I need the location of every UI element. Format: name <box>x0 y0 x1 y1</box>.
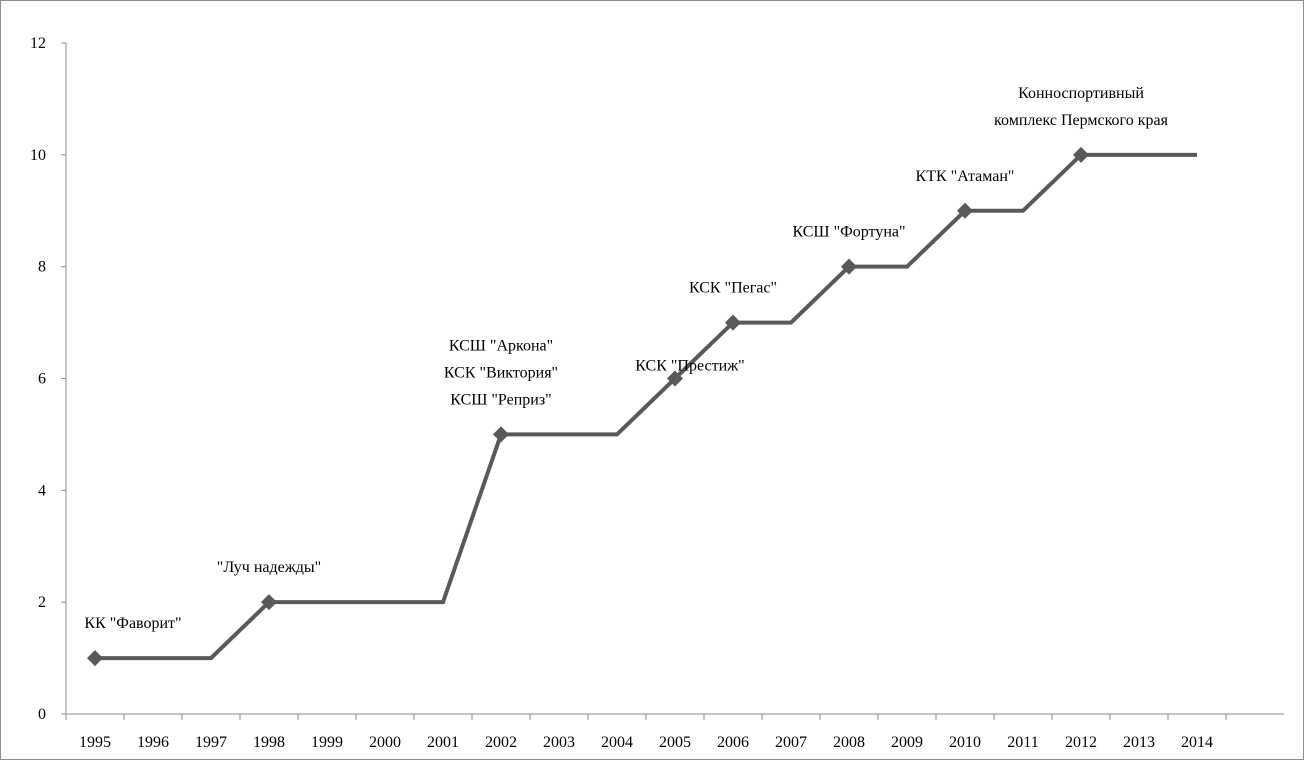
x-tick-label: 2007 <box>775 734 807 751</box>
point-label: комплекс Пермского края <box>994 112 1169 129</box>
x-tick-label: 1997 <box>195 734 227 751</box>
y-tick-label: 4 <box>38 482 46 499</box>
x-tick-label: 2014 <box>1181 734 1213 751</box>
point-label: Конноспортивный <box>1018 85 1144 102</box>
data-marker <box>957 202 973 219</box>
x-tick-label: 2000 <box>369 734 401 751</box>
point-label: КСК "Престиж" <box>635 358 744 375</box>
y-tick-label: 8 <box>38 259 46 276</box>
x-tick-label: 2005 <box>659 734 691 751</box>
y-tick-label: 2 <box>38 594 46 611</box>
x-tick-label: 1998 <box>253 734 285 751</box>
x-tick-label: 1999 <box>311 734 343 751</box>
data-marker <box>841 258 857 275</box>
x-tick-label: 2001 <box>427 734 459 751</box>
y-tick-label: 0 <box>38 706 46 723</box>
x-tick-label: 2006 <box>717 734 749 751</box>
y-tick-label: 6 <box>38 371 46 388</box>
data-marker <box>1073 146 1089 163</box>
data-marker <box>87 650 103 667</box>
x-tick-label: 2004 <box>601 734 633 751</box>
x-tick-label: 2009 <box>891 734 923 751</box>
data-marker <box>261 594 277 611</box>
data-marker <box>725 314 741 331</box>
x-tick-label: 2010 <box>949 734 981 751</box>
point-label: КТК "Атаман" <box>916 168 1015 185</box>
point-label: КСК "Пегас" <box>689 280 777 297</box>
x-tick-label: 2011 <box>1007 734 1038 751</box>
data-marker <box>493 426 509 443</box>
data-line <box>95 152 1197 661</box>
y-tick-label: 10 <box>30 147 46 164</box>
point-label: "Луч надежды" <box>217 559 321 576</box>
x-tick-label: 2013 <box>1123 734 1155 751</box>
x-tick-label: 2012 <box>1065 734 1097 751</box>
y-tick-label: 12 <box>30 35 46 52</box>
x-tick-label: 2003 <box>543 734 575 751</box>
x-tick-label: 1995 <box>79 734 111 751</box>
x-tick-label: 2008 <box>833 734 865 751</box>
point-label: КСШ "Реприз" <box>450 391 551 408</box>
point-label: КСК "Виктория" <box>444 364 558 381</box>
x-tick-label: 1996 <box>137 734 169 751</box>
point-label: КСШ "Фортуна" <box>792 224 905 241</box>
point-label: КК "Фаворит" <box>84 615 181 632</box>
x-tick-label: 2002 <box>485 734 517 751</box>
data-marker <box>667 370 683 387</box>
point-label: КСШ "Аркона" <box>449 337 553 354</box>
